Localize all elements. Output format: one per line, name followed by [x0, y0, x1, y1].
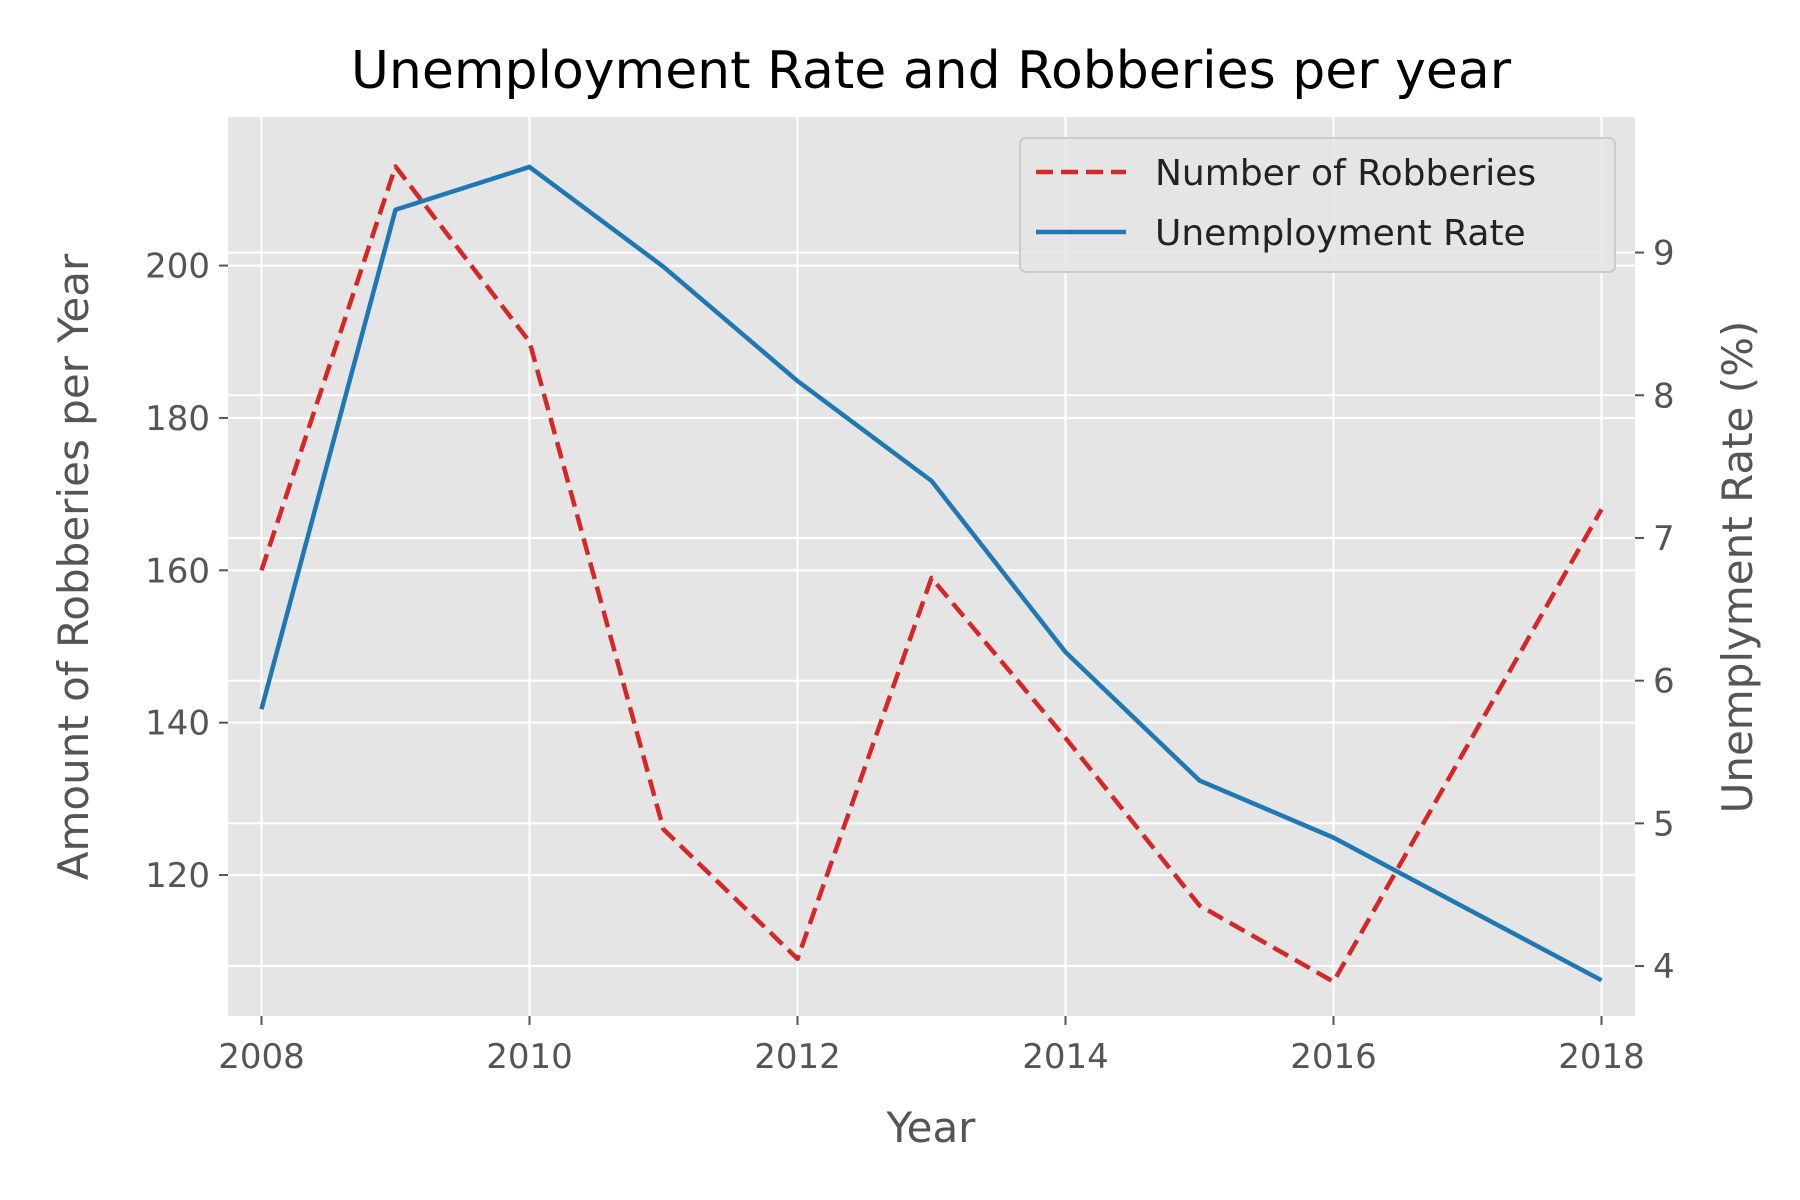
series-line-0: [259, 164, 1604, 984]
x-tick-label: 2008: [218, 1037, 305, 1077]
legend-label-robberies: Number of Robberies: [1155, 153, 1536, 194]
x-axis-label: Year: [886, 1103, 977, 1152]
legend-label-unemployment: Unemployment Rate: [1155, 213, 1526, 254]
y-axis-label: Amount of Robberies per Year: [49, 253, 98, 880]
legend: Number of Robberies Unemployment Rate: [1019, 137, 1616, 273]
x-tick-label: 2010: [486, 1037, 573, 1077]
x-tick-label: 2018: [1558, 1037, 1645, 1077]
y-tick-label: 180: [145, 399, 210, 439]
x-tick-label: 2016: [1290, 1037, 1377, 1077]
y-tick-label: 140: [145, 704, 210, 744]
y-tick-label: 200: [145, 247, 210, 287]
series-lines: [259, 164, 1604, 984]
x-tick-label: 2012: [754, 1037, 841, 1077]
x-tick-label: 2014: [1022, 1037, 1109, 1077]
axis-ticks: 2008 2010 2012 2014 2016 2018 120 140 160 180 200 4…: [145, 234, 1675, 1077]
legend-box: [1019, 137, 1616, 273]
y2-tick-label: 4: [1653, 947, 1675, 987]
y2-tick-label: 5: [1653, 804, 1675, 844]
y2-tick-label: 9: [1653, 234, 1675, 274]
chart-title: Unemployment Rate and Robberies per year: [351, 41, 1512, 101]
y-tick-label: 120: [145, 856, 210, 896]
y2-tick-label: 7: [1653, 519, 1675, 559]
y-tick-label: 160: [145, 551, 210, 591]
y2-tick-label: 8: [1653, 376, 1675, 416]
y2-axis-label: Unemplyment Rate (%): [1713, 321, 1762, 814]
series-line-1: [259, 164, 1603, 983]
y2-tick-label: 6: [1653, 662, 1675, 702]
